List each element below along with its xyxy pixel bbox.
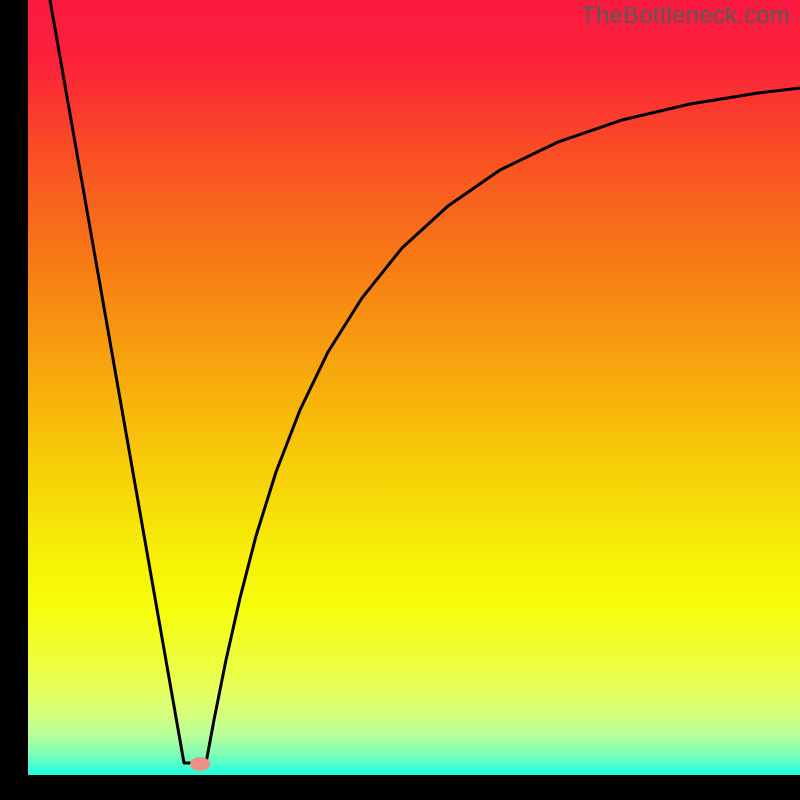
chart-container: TheBottleneck.com xyxy=(0,0,800,800)
plot-area xyxy=(28,0,800,775)
bottleneck-curve xyxy=(50,0,800,763)
attribution-label: TheBottleneck.com xyxy=(581,2,790,30)
optimum-marker xyxy=(190,757,210,771)
curve-layer xyxy=(28,0,800,775)
